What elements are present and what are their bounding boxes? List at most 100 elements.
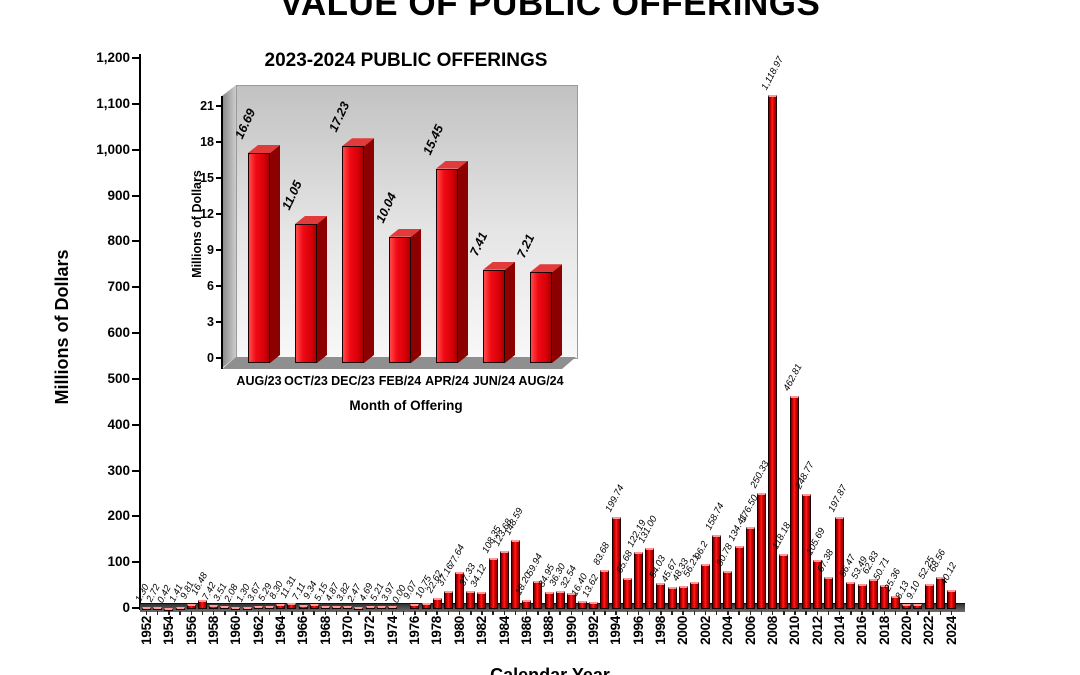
main-bar (656, 583, 666, 609)
main-bar (633, 552, 643, 609)
main-y-tick-mark (132, 240, 139, 243)
main-x-tick-mark (660, 611, 662, 615)
inset-bar-value-label: 17.23 (326, 99, 353, 135)
main-x-tick-mark (335, 611, 338, 615)
inset-x-tick-label: APR/24 (425, 374, 469, 388)
inset-y-tick-mark (216, 141, 222, 143)
main-bar (857, 583, 867, 609)
inset-bar-top-face (389, 228, 421, 237)
main-bar-value-label: 197.87 (826, 483, 850, 515)
main-bar (779, 553, 789, 609)
inset-x-axis-title: Month of Offering (349, 398, 463, 413)
inset-x-tick-label: DEC/23 (331, 374, 375, 388)
main-x-tick-label: 2022 (921, 616, 937, 645)
inset-y-tick-mark (216, 249, 222, 251)
main-x-tick-label: 1956 (183, 616, 199, 645)
main-y-tick-mark (132, 377, 139, 380)
inset-bar-value-label: 10.04 (373, 190, 400, 225)
main-x-tick-mark (458, 611, 461, 615)
inset-y-tick-mark (216, 357, 222, 359)
main-x-tick-mark (883, 611, 886, 615)
main-y-tick-mark (132, 561, 139, 564)
inset-x-tick-label: OCT/23 (284, 374, 328, 388)
main-x-tick-mark (805, 611, 807, 615)
inset-bar-top-face (295, 216, 327, 224)
main-x-axis-title: Calendar Year (490, 665, 610, 675)
main-bar (712, 535, 722, 609)
main-x-tick-mark (872, 611, 874, 615)
main-x-tick-mark (738, 611, 740, 615)
main-x-tick-mark (525, 611, 528, 615)
main-x-tick-label: 1988 (541, 616, 557, 645)
inset-bar-value-label: 7.41 (467, 229, 491, 258)
main-x-tick-mark (514, 611, 517, 615)
inset-bar-side-face (364, 138, 374, 363)
main-x-tick-mark (917, 611, 919, 615)
main-bar (578, 600, 587, 609)
main-bar (689, 582, 699, 609)
inset-bar-top-face (436, 160, 468, 169)
main-y-tick-label: 1,100 (96, 95, 130, 111)
inset-bar-top-face (342, 138, 374, 147)
inset-bar (389, 236, 411, 363)
inset-y-tick-label: 6 (207, 279, 214, 293)
main-x-tick-mark (235, 611, 237, 615)
main-bar (332, 605, 342, 609)
main-x-tick-mark (257, 611, 260, 615)
main-bar (488, 558, 498, 609)
main-bar (734, 546, 744, 609)
main-x-tick-mark (369, 611, 371, 615)
main-x-tick-label: 2012 (809, 616, 825, 645)
main-x-tick-label: 1986 (518, 616, 534, 645)
main-bar (768, 95, 778, 609)
inset-y-tick-label: 0 (207, 351, 214, 365)
inset-bar-value-label: 16.69 (232, 106, 259, 141)
inset-bar (342, 146, 364, 363)
main-x-tick-mark (425, 611, 427, 615)
main-bar (756, 493, 766, 609)
main-bar (421, 603, 431, 609)
inset-bar-side-face (458, 161, 468, 363)
main-bar (142, 607, 151, 611)
main-x-tick-mark (447, 611, 450, 615)
main-x-tick-mark (648, 611, 651, 615)
main-bar (276, 604, 286, 609)
main-bar-value-label: 199.74 (602, 482, 627, 514)
main-x-tick-mark (156, 611, 159, 615)
main-x-tick-mark (671, 611, 673, 615)
main-x-tick-label: 1976 (407, 616, 423, 645)
main-x-tick-mark (604, 611, 606, 615)
main-bar (835, 517, 845, 609)
inset-bar (483, 269, 505, 363)
main-x-tick-mark (179, 611, 181, 615)
main-bar (924, 584, 934, 609)
main-x-tick-mark (246, 611, 248, 615)
inset-x-tick-label: JUN/24 (472, 374, 516, 388)
inset-bar-value-label: 11.05 (279, 178, 305, 212)
main-x-tick-mark (268, 611, 271, 615)
main-bar (231, 607, 241, 610)
main-x-tick-mark (313, 611, 315, 615)
main-bar-value-label: 462.81 (781, 362, 806, 393)
inset-bar (530, 272, 552, 363)
main-y-tick-mark (132, 607, 139, 609)
main-bar (365, 605, 375, 609)
main-bar (879, 584, 889, 609)
inset-y-axis-line (221, 96, 223, 369)
main-y-tick-label: 900 (107, 187, 130, 203)
inset-bar-chart: 2023-2024 PUBLIC OFFERINGS Millions of D… (180, 42, 600, 432)
main-x-tick-mark (481, 611, 483, 615)
main-x-tick-label: 1984 (496, 616, 512, 645)
main-x-tick-label: 2018 (876, 616, 892, 645)
main-x-tick-label: 1980 (451, 616, 467, 645)
main-x-tick-mark (906, 611, 908, 615)
main-bar (175, 607, 185, 611)
inset-y-tick-mark (216, 177, 222, 179)
main-bar (868, 579, 878, 609)
main-y-tick-mark (132, 102, 139, 105)
main-bar (846, 582, 856, 609)
main-y-tick-label: 100 (107, 554, 130, 570)
inset-bar-side-face (505, 262, 515, 363)
main-x-tick-mark (548, 611, 550, 615)
